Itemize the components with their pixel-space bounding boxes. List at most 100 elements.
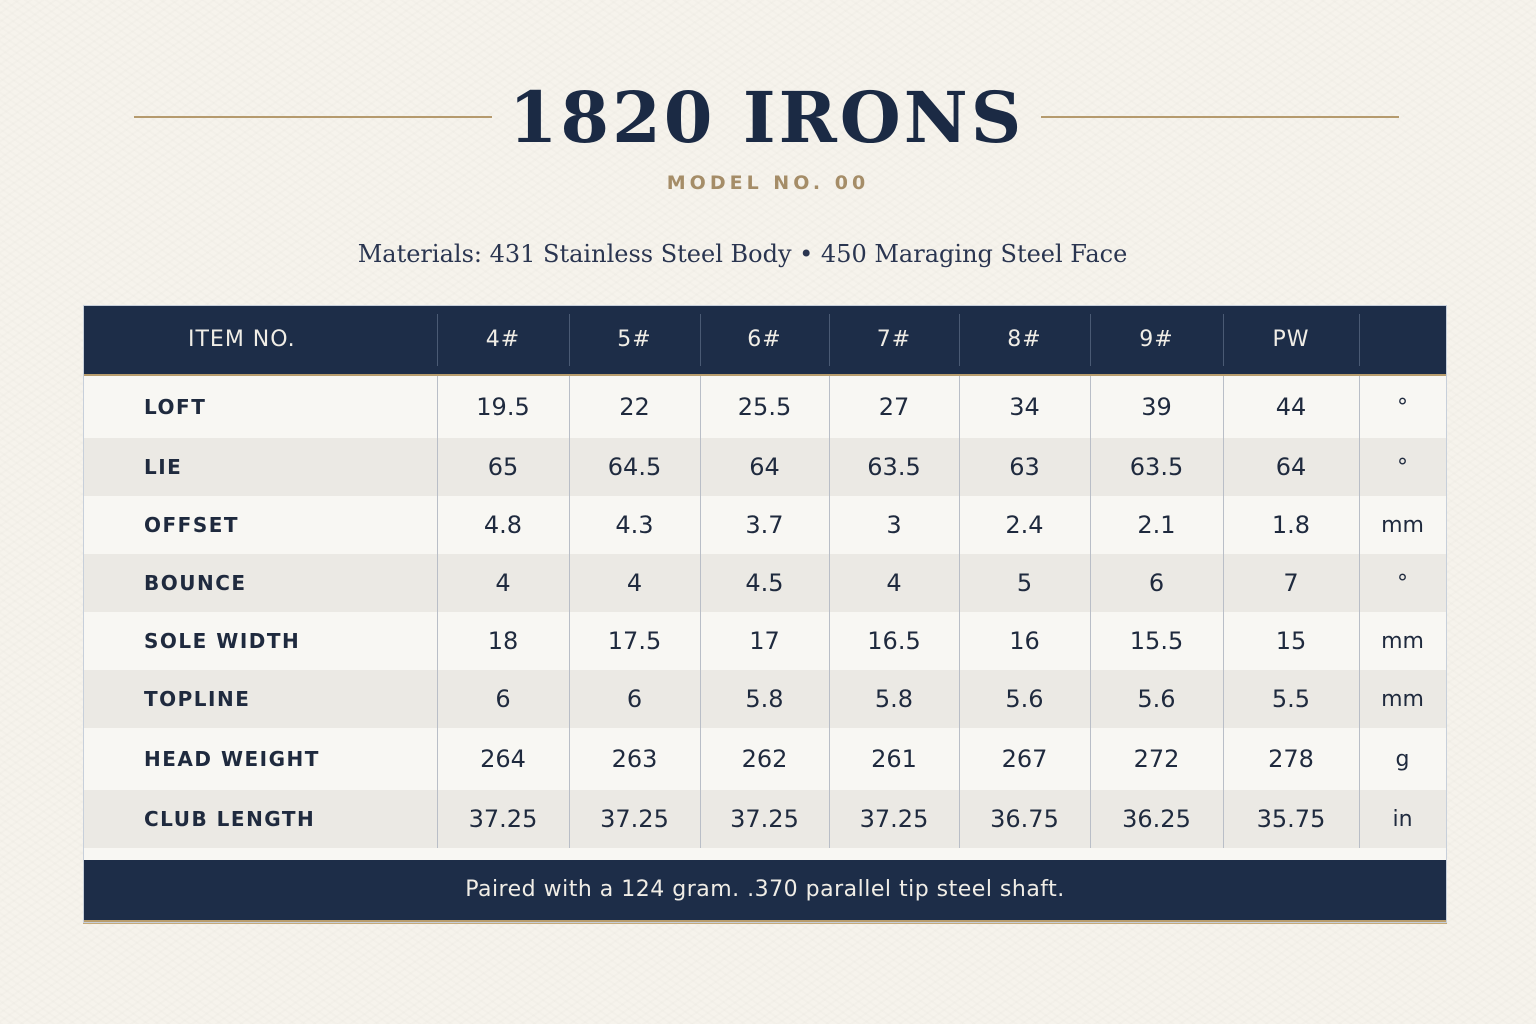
row-label: HEAD WEIGHT bbox=[144, 747, 320, 771]
table-cell: 35.75 bbox=[1256, 805, 1326, 833]
table-row: LIE 65 64.5 64 63.5 63 63.5 64 ° bbox=[84, 438, 1446, 496]
table-cell: 37.25 bbox=[859, 805, 929, 833]
page-title: 1820 IRONS bbox=[508, 76, 1025, 159]
header-divider bbox=[1223, 314, 1224, 366]
column-divider bbox=[700, 376, 701, 848]
table-cell: 4 bbox=[495, 569, 511, 597]
table-cell: 272 bbox=[1133, 745, 1180, 773]
table-cell: 6 bbox=[1148, 569, 1165, 597]
table-cell: 4.3 bbox=[615, 511, 654, 539]
table-cell: 6 bbox=[495, 685, 511, 713]
row-label: CLUB LENGTH bbox=[144, 807, 316, 831]
table-cell: 65 bbox=[487, 453, 519, 481]
header-col-6: PW bbox=[1272, 327, 1310, 352]
table-cell: 15.5 bbox=[1129, 627, 1184, 655]
spec-table: ITEM NO. 4# 5# 6# 7# 8# 9# PW LOFT 19.5 22 25.5 27 3… bbox=[83, 305, 1447, 923]
row-label: BOUNCE bbox=[144, 571, 247, 595]
table-cell: 7 bbox=[1283, 569, 1299, 597]
header-col-5: 9# bbox=[1139, 327, 1174, 352]
table-cell: 264 bbox=[480, 745, 526, 773]
table-cell: 17.5 bbox=[607, 627, 662, 655]
row-unit: in bbox=[1392, 806, 1413, 832]
column-divider bbox=[569, 376, 570, 848]
table-footer: Paired with a 124 gram. .370 parallel ti… bbox=[84, 860, 1446, 922]
table-cell: 37.25 bbox=[600, 805, 669, 833]
row-unit: g bbox=[1395, 746, 1410, 772]
table-cell: 2.1 bbox=[1137, 511, 1176, 539]
row-unit: ° bbox=[1397, 454, 1408, 480]
column-divider bbox=[1359, 376, 1360, 848]
table-cell: 36.25 bbox=[1122, 805, 1191, 833]
column-divider bbox=[829, 376, 830, 848]
header-divider bbox=[700, 314, 701, 366]
header-unit-col bbox=[1359, 306, 1446, 374]
header-divider bbox=[437, 314, 438, 366]
table-cell: 3 bbox=[886, 511, 902, 539]
row-label: SOLE WIDTH bbox=[144, 629, 301, 653]
header-col-2: 6# bbox=[747, 327, 782, 352]
table-cell: 2.4 bbox=[1005, 511, 1044, 539]
title-rule-left bbox=[134, 116, 492, 118]
table-cell: 22 bbox=[619, 393, 650, 421]
table-cell: 19.5 bbox=[476, 393, 530, 421]
table-cell: 262 bbox=[741, 745, 788, 773]
header-col-4: 8# bbox=[1007, 327, 1042, 352]
table-cell: 37.25 bbox=[468, 805, 538, 833]
table-cell: 34 bbox=[1009, 393, 1040, 421]
table-cell: 27 bbox=[878, 393, 910, 421]
table-row: HEAD WEIGHT 264 263 262 261 267 272 278 g bbox=[84, 728, 1446, 790]
table-cell: 267 bbox=[1001, 745, 1048, 773]
header-divider bbox=[1090, 314, 1091, 366]
table-cell: 64.5 bbox=[607, 453, 662, 481]
table-cell: 63 bbox=[1009, 453, 1040, 481]
table-cell: 4.8 bbox=[483, 511, 523, 539]
model-number: MODEL NO. 00 bbox=[666, 172, 870, 194]
table-cell: 16 bbox=[1009, 627, 1040, 655]
table-cell: 36.75 bbox=[990, 805, 1059, 833]
table-cell: 5.8 bbox=[874, 685, 914, 713]
column-divider bbox=[1223, 376, 1224, 848]
table-cell: 1.8 bbox=[1271, 511, 1311, 539]
table-cell: 261 bbox=[871, 745, 917, 773]
header-item-no: ITEM NO. bbox=[188, 327, 296, 352]
column-divider bbox=[959, 376, 960, 848]
table-cell: 25.5 bbox=[737, 393, 792, 421]
table-row: OFFSET 4.8 4.3 3.7 3 2.4 2.1 1.8 mm bbox=[84, 496, 1446, 554]
table-cell: 15 bbox=[1275, 627, 1307, 655]
row-label: OFFSET bbox=[144, 513, 240, 537]
row-unit: mm bbox=[1381, 628, 1424, 654]
table-cell: 5.5 bbox=[1271, 685, 1311, 713]
row-label: LIE bbox=[144, 455, 183, 479]
table-cell: 263 bbox=[611, 745, 658, 773]
header-divider bbox=[1359, 314, 1360, 366]
table-cell: 5.6 bbox=[1137, 685, 1176, 713]
materials-line: Materials: 431 Stainless Steel Body • 45… bbox=[357, 240, 1128, 268]
table-cell: 63.5 bbox=[1129, 453, 1184, 481]
table-cell: 3.7 bbox=[745, 511, 784, 539]
column-divider bbox=[1090, 376, 1091, 848]
title-rule-right bbox=[1041, 116, 1399, 118]
table-row: CLUB LENGTH 37.25 37.25 37.25 37.25 36.75 36.2… bbox=[84, 790, 1446, 848]
header-divider bbox=[959, 314, 960, 366]
table-cell: 64 bbox=[1275, 453, 1307, 481]
table-row: SOLE WIDTH 18 17.5 17 16.5 16 15.5 15 mm bbox=[84, 612, 1446, 670]
header-col-0: 4# bbox=[485, 327, 521, 352]
table-row: TOPLINE 6 6 5.8 5.8 5.6 5.6 5.5 mm bbox=[84, 670, 1446, 728]
row-unit: mm bbox=[1381, 512, 1424, 538]
row-unit: ° bbox=[1397, 394, 1408, 420]
table-cell: 63.5 bbox=[867, 453, 921, 481]
column-divider bbox=[437, 376, 438, 848]
table-cell: 64 bbox=[749, 453, 780, 481]
table-cell: 5.6 bbox=[1005, 685, 1044, 713]
table-header: ITEM NO. 4# 5# 6# 7# 8# 9# PW bbox=[84, 306, 1446, 377]
table-cell: 37.25 bbox=[730, 805, 799, 833]
table-cell: 4 bbox=[626, 569, 643, 597]
row-unit: mm bbox=[1381, 686, 1424, 712]
header-col-1: 5# bbox=[617, 327, 652, 352]
table-cell: 4.5 bbox=[745, 569, 784, 597]
header-divider bbox=[829, 314, 830, 366]
table-cell: 278 bbox=[1268, 745, 1314, 773]
table-cell: 18 bbox=[487, 627, 519, 655]
table-cell: 6 bbox=[626, 685, 643, 713]
table-cell: 4 bbox=[886, 569, 902, 597]
